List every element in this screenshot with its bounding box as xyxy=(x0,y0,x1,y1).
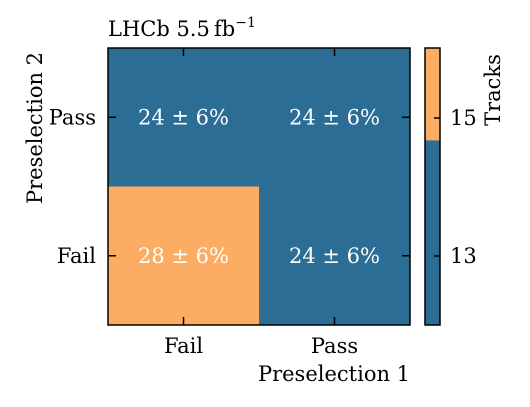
cell-label: 24 ± 6% xyxy=(138,105,229,129)
axes: Fail Pass Fail Pass xyxy=(49,48,410,358)
annotation-superscript: −1 xyxy=(235,15,256,31)
x-tick-label: Pass xyxy=(311,334,358,358)
cell-label: 24 ± 6% xyxy=(289,244,380,268)
heatmap-cells: 24 ± 6% 24 ± 6% 28 ± 6% 24 ± 6% xyxy=(108,48,410,325)
colorbar-frame xyxy=(424,47,441,326)
x-tick-label: Fail xyxy=(164,334,203,358)
heatmap-cell-pass-fail xyxy=(259,186,410,325)
colorbar-tick-label: 13 xyxy=(450,244,477,268)
annotation-text: LHCb 5.5 fb xyxy=(108,17,235,41)
heatmap-cell-pass-pass xyxy=(259,48,410,187)
colorbar: 13 15 xyxy=(424,47,477,326)
heatmap-cell-fail-pass xyxy=(108,48,259,187)
colorbar-band-low xyxy=(425,140,440,325)
x-axis-label: Preselection 1 xyxy=(258,362,410,386)
colorbar-label: Tracks xyxy=(481,54,505,126)
y-tick-label: Pass xyxy=(49,105,96,129)
cell-label: 28 ± 6% xyxy=(138,244,229,268)
chart-annotation: LHCb 5.5 fb−1 xyxy=(108,15,256,41)
colorbar-band-high xyxy=(425,48,440,141)
heatmap-cell-fail-fail xyxy=(108,186,259,325)
y-tick-label: Fail xyxy=(57,244,96,268)
cell-label: 24 ± 6% xyxy=(289,105,380,129)
plot-frame xyxy=(107,47,411,326)
y-axis-label: Preselection 2 xyxy=(23,52,47,204)
colorbar-tick-label: 15 xyxy=(450,106,477,130)
